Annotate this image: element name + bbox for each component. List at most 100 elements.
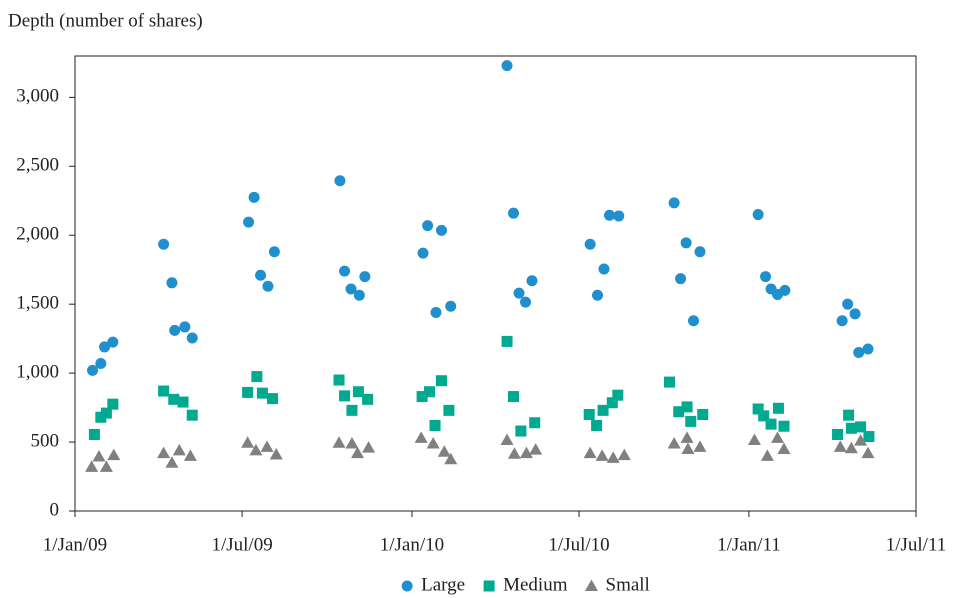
point — [158, 238, 170, 250]
point — [333, 374, 345, 386]
point — [747, 433, 761, 445]
point — [177, 396, 189, 408]
point — [267, 393, 279, 405]
x-tick-label: 1/Jan/11 — [717, 534, 781, 555]
point — [752, 209, 764, 221]
point — [99, 460, 113, 472]
point — [417, 247, 429, 259]
point — [508, 207, 520, 219]
point — [352, 386, 364, 398]
point — [501, 60, 513, 72]
point — [779, 284, 791, 296]
point — [249, 443, 263, 456]
x-tick-label: 1/Jul/09 — [211, 534, 272, 555]
point — [269, 447, 283, 460]
point — [771, 431, 785, 443]
point — [500, 433, 514, 445]
point — [664, 376, 676, 388]
point — [833, 440, 847, 452]
point — [95, 357, 107, 369]
point — [606, 397, 618, 409]
point — [685, 415, 697, 427]
point — [583, 408, 595, 420]
point — [268, 246, 280, 258]
point — [519, 446, 533, 459]
point — [832, 428, 844, 440]
point — [414, 431, 428, 443]
legend-label: Large — [421, 574, 465, 595]
point — [445, 300, 457, 312]
point — [693, 440, 707, 452]
point — [772, 402, 784, 414]
y-tick-label: 1,500 — [16, 293, 59, 314]
point — [597, 404, 609, 416]
point — [157, 446, 171, 459]
point — [186, 409, 198, 421]
point — [849, 308, 861, 320]
point — [359, 271, 371, 283]
point — [242, 386, 254, 398]
x-tick-label: 1/Jul/11 — [886, 534, 947, 555]
point — [863, 431, 875, 443]
point — [430, 306, 442, 318]
point — [680, 431, 694, 443]
point — [778, 420, 790, 432]
point — [854, 434, 868, 446]
point — [255, 269, 267, 281]
y-axis-label: Depth (number of shares) — [8, 10, 203, 31]
point — [617, 448, 631, 461]
point — [350, 446, 364, 459]
point — [248, 191, 260, 203]
point — [836, 315, 848, 327]
point — [435, 375, 447, 387]
point — [183, 449, 197, 461]
legend-marker — [401, 580, 413, 592]
point — [179, 321, 191, 333]
point — [591, 420, 603, 432]
point — [107, 336, 119, 348]
y-tick-label: 2,000 — [16, 224, 59, 245]
point — [673, 406, 685, 418]
point — [262, 280, 274, 292]
point — [752, 403, 764, 415]
point — [362, 441, 376, 453]
point — [85, 460, 99, 472]
point — [100, 407, 112, 419]
point — [422, 220, 434, 232]
point — [765, 418, 777, 430]
point — [339, 265, 351, 277]
point — [92, 450, 106, 462]
point — [613, 210, 625, 222]
y-tick-label: 0 — [50, 499, 60, 520]
point — [158, 385, 170, 397]
point — [241, 436, 255, 448]
point — [251, 371, 263, 383]
point — [604, 209, 616, 221]
point — [845, 422, 857, 434]
point — [172, 443, 186, 456]
point — [513, 287, 525, 299]
point — [443, 404, 455, 416]
point — [520, 296, 532, 308]
point — [584, 238, 596, 250]
point — [168, 393, 180, 405]
point — [694, 246, 706, 258]
point — [435, 224, 447, 236]
point — [862, 343, 874, 355]
point — [526, 275, 538, 287]
point — [501, 335, 513, 347]
point — [675, 273, 687, 285]
point — [345, 283, 357, 295]
legend-marker — [585, 579, 599, 591]
point — [426, 436, 440, 449]
point — [777, 442, 791, 454]
point — [169, 324, 181, 336]
point — [598, 263, 610, 275]
point — [758, 410, 770, 422]
point — [592, 289, 604, 301]
point — [243, 216, 255, 228]
point — [345, 436, 359, 449]
point — [107, 398, 119, 410]
